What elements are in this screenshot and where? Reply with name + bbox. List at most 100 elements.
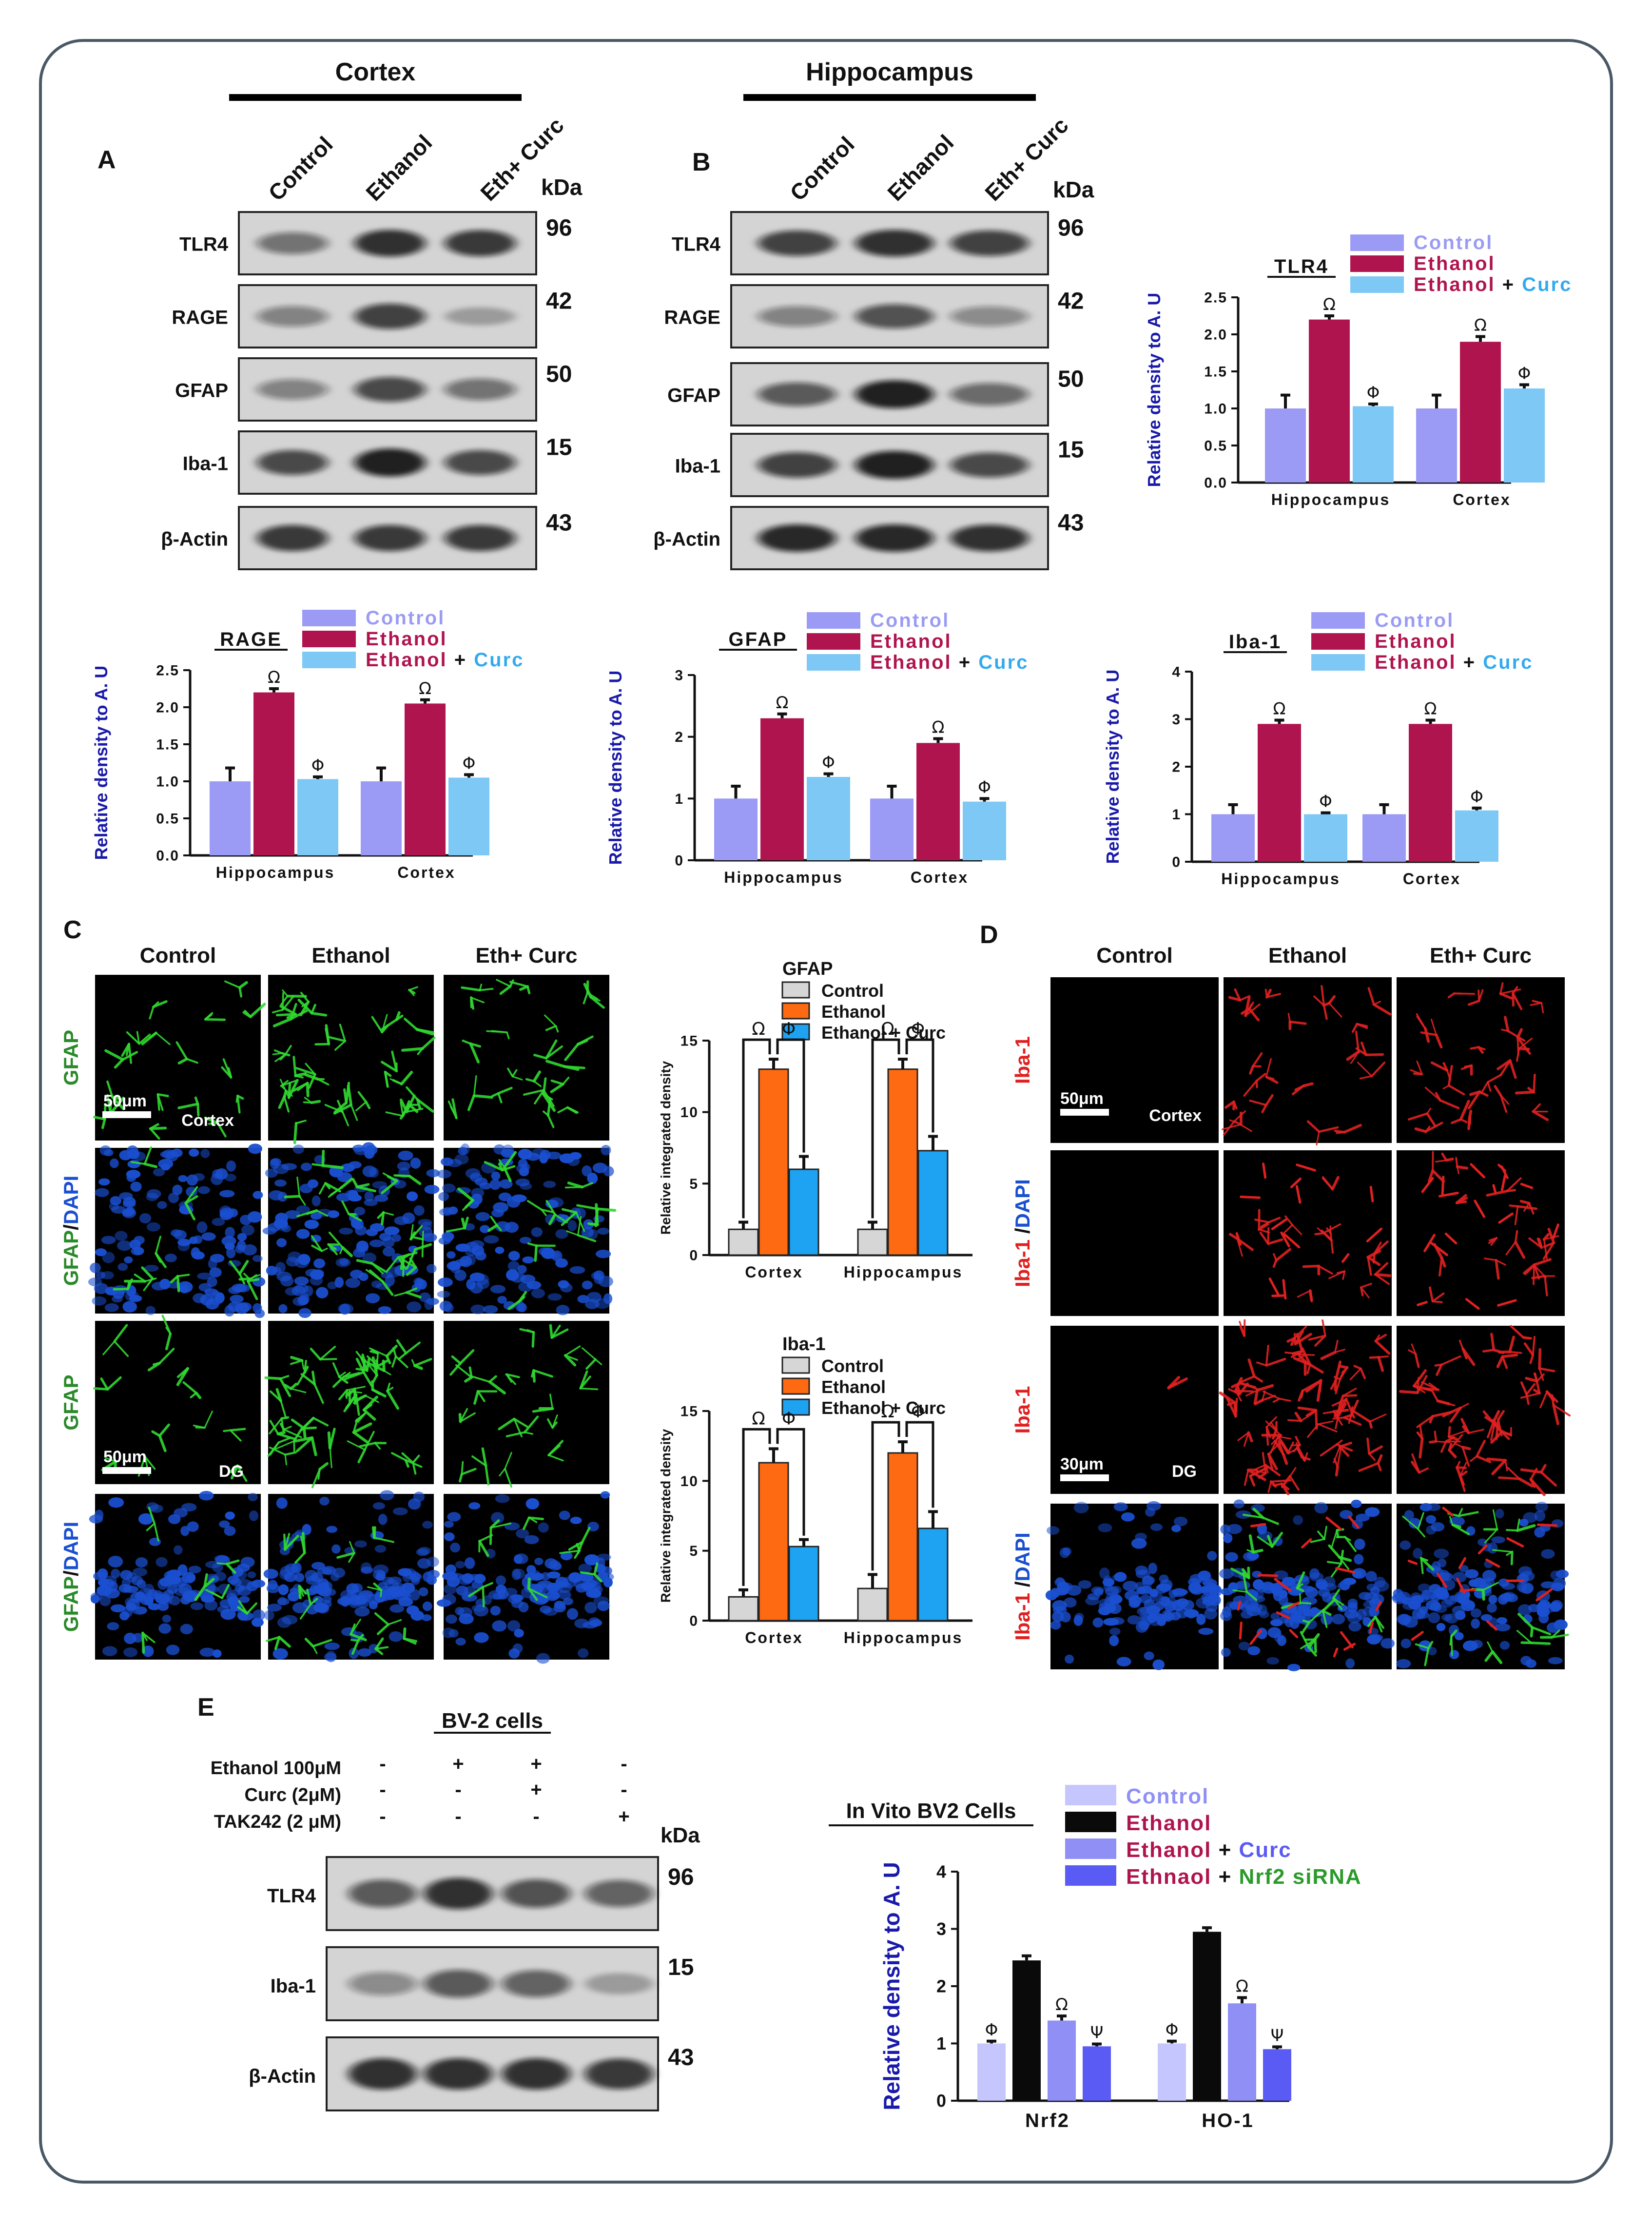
nucleus — [276, 1271, 292, 1282]
nucleus — [1114, 1572, 1127, 1582]
cell-process — [1257, 1536, 1273, 1548]
cell-process — [1276, 1611, 1290, 1619]
legend-swatch — [1065, 1865, 1116, 1886]
nucleus — [1354, 1554, 1364, 1565]
cell-process — [229, 1428, 246, 1432]
nucleus — [1555, 1569, 1569, 1579]
cell-process — [459, 1349, 475, 1365]
cell-process — [1289, 1629, 1299, 1639]
nucleus — [1233, 1595, 1248, 1606]
cell-process — [562, 1077, 570, 1085]
nucleus — [135, 1557, 148, 1567]
cell-process — [104, 1457, 117, 1463]
cell-process — [1321, 985, 1325, 1007]
cell-process — [269, 1417, 283, 1434]
cell-process — [398, 1352, 408, 1360]
nucleus — [98, 1178, 110, 1186]
nucleus — [1204, 1608, 1217, 1620]
nucleus — [1403, 1616, 1418, 1628]
nucleus — [237, 1240, 246, 1251]
nucleus — [1354, 1538, 1365, 1550]
y-tick-label: 1.0 — [1204, 401, 1227, 417]
nucleus — [1109, 1627, 1121, 1636]
cell-process — [1487, 1081, 1492, 1092]
y-tick-label: 1.0 — [156, 774, 179, 790]
cell-process — [507, 1300, 521, 1310]
nucleus — [237, 1233, 247, 1241]
legend-swatch-ethanol — [1350, 255, 1404, 272]
nucleus — [1103, 1618, 1119, 1626]
cell-process — [1295, 1435, 1301, 1446]
nucleus — [479, 1182, 492, 1190]
cell-process — [1247, 1431, 1253, 1443]
nucleus — [248, 1492, 258, 1502]
label-part: Curc — [1522, 274, 1572, 295]
nucleus — [1149, 1614, 1162, 1626]
bar — [788, 1168, 819, 1256]
nucleus — [531, 1288, 545, 1298]
cell-process — [1293, 1325, 1307, 1339]
nucleus — [1471, 1618, 1480, 1629]
cell-process — [294, 1551, 306, 1564]
cell-process — [1239, 1325, 1246, 1337]
nucleus — [1139, 1595, 1152, 1604]
label-part: GFAP — [59, 1576, 82, 1632]
cell-process — [1315, 1409, 1318, 1430]
label-part: Curc — [978, 652, 1029, 673]
cell-process — [580, 1387, 599, 1391]
nucleus — [157, 1201, 167, 1209]
cell-process — [369, 1350, 379, 1354]
nucleus — [1060, 1582, 1073, 1592]
cell-process — [1244, 1003, 1261, 1017]
cell-process — [141, 1632, 155, 1643]
cell-process — [1322, 1598, 1337, 1613]
cell-process — [1326, 1561, 1342, 1565]
nucleus — [586, 1589, 602, 1598]
nucleus — [265, 1168, 278, 1178]
nucleus — [262, 1227, 277, 1235]
legend-swatch-curc — [302, 652, 356, 668]
cell-process — [576, 1204, 599, 1210]
nucleus — [1221, 1647, 1231, 1657]
bracket-mark: Φ — [911, 1402, 925, 1422]
cell-process — [397, 1252, 418, 1259]
cell-process — [564, 1043, 580, 1062]
cell-process — [525, 1078, 535, 1083]
nucleus — [378, 1306, 391, 1314]
cell-process — [1411, 1631, 1424, 1641]
cell-process — [1314, 1335, 1326, 1347]
cell-process — [1477, 1544, 1488, 1555]
cell-process — [1268, 1277, 1281, 1297]
cell-process — [1402, 1515, 1419, 1530]
nucleus — [1087, 1593, 1100, 1601]
nucleus — [1238, 1642, 1250, 1651]
cell-process — [1228, 996, 1242, 1002]
nucleus — [316, 1209, 332, 1217]
cell-process — [1449, 1635, 1453, 1646]
cell-process — [1539, 1391, 1548, 1409]
nucleus — [437, 1291, 450, 1298]
y-tick-label: 3 — [675, 668, 684, 684]
cell-process — [237, 1606, 249, 1615]
nucleus — [1247, 1646, 1261, 1656]
nucleus — [1137, 1587, 1152, 1595]
cell-process — [1291, 1224, 1302, 1235]
legend-control: Control — [1375, 610, 1454, 631]
nucleus — [1410, 1592, 1421, 1602]
cell-process — [1284, 1351, 1307, 1356]
label-part: Ethanol — [1126, 1838, 1219, 1862]
cell-process — [374, 1442, 381, 1450]
cell-process — [1532, 1000, 1543, 1005]
cell-process — [1444, 1232, 1458, 1245]
nucleus — [515, 1178, 530, 1186]
nucleus — [220, 1608, 236, 1620]
x-category-label: Hippocampus — [1221, 870, 1341, 888]
nucleus — [1436, 1623, 1446, 1631]
cell-process — [1534, 1372, 1541, 1394]
nucleus — [385, 1275, 395, 1286]
nucleus — [346, 1583, 359, 1594]
cell-process — [277, 1636, 291, 1648]
cell-process — [1271, 1434, 1282, 1445]
cell-process — [1532, 1110, 1549, 1122]
